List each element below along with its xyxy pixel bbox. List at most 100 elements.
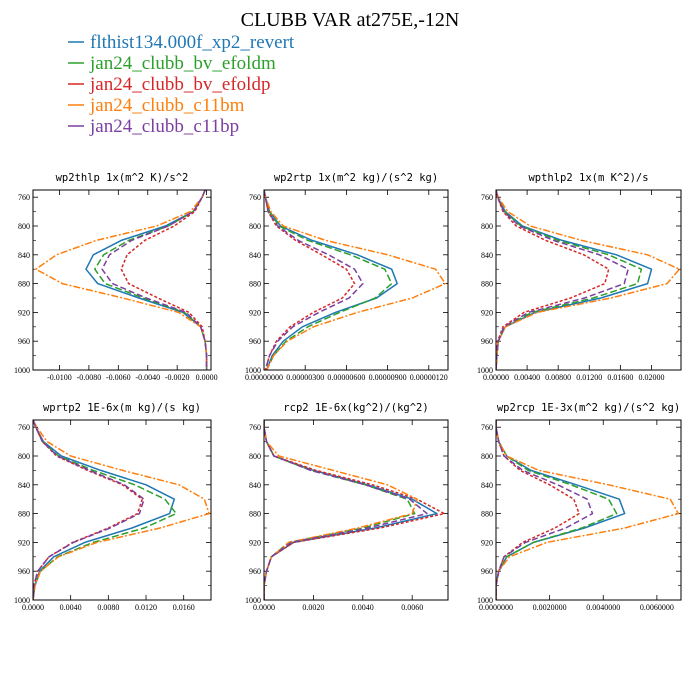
- y-tick-label: 920: [18, 538, 30, 547]
- x-tick-label: 0.0060: [401, 603, 423, 612]
- series-line-3: [33, 420, 143, 600]
- x-tick-label: 0.00400: [514, 373, 540, 382]
- subplot-title: rcp2 1E-6x(kg^2)/(kg^2): [283, 402, 428, 414]
- plot-frame: [263, 189, 449, 371]
- y-tick-label: 800: [18, 222, 30, 231]
- series-line-1: [85, 190, 208, 370]
- subplot: rcp2 1E-6x(kg^2)/(kg^2) 760 800 840 880 920 96…: [245, 402, 449, 612]
- x-tick-label: 0.00800: [545, 373, 571, 382]
- y-tick-label: 1000: [14, 596, 30, 605]
- x-tick-label: -0.0040: [135, 373, 160, 382]
- x-tick-label: 0.00000120: [410, 373, 448, 382]
- legend-label: jan24_clubb_c11bm: [89, 95, 245, 116]
- subplot-title: wprtp2 1E-6x(m kg)/(s kg): [43, 402, 201, 414]
- x-tick-label: 0.02000: [638, 373, 664, 382]
- y-tick-label: 880: [249, 510, 261, 519]
- y-tick-label: 920: [481, 538, 493, 547]
- y-tick-label: 840: [249, 251, 261, 260]
- series-line-1: [264, 420, 438, 600]
- y-tick-label: 800: [481, 222, 493, 231]
- series-line-5: [101, 190, 208, 370]
- series-line-3: [496, 420, 580, 600]
- y-tick-label: 920: [249, 538, 261, 547]
- series-line-5: [496, 190, 629, 370]
- x-tick-label: 0.0040: [60, 603, 82, 612]
- legend-item: jan24_clubb_bv_efoldp: [68, 74, 270, 95]
- y-tick-label: 800: [18, 452, 30, 461]
- y-tick-label: 920: [481, 308, 493, 317]
- series-line-2: [264, 420, 416, 600]
- subplot-title: wp2thlp 1x(m^2 K)/s^2: [56, 172, 189, 184]
- subplot: wprtp2 1E-6x(m kg)/(s kg) 760 800 840 880 920…: [14, 402, 212, 612]
- series-line-4: [496, 190, 681, 370]
- panels: wp2thlp 1x(m^2 K)/s^2 760 800 840 880 920 960 1…: [14, 172, 682, 612]
- x-tick-label: 0.0060000: [640, 603, 674, 612]
- plot-frame: [495, 419, 682, 601]
- series-line-2: [264, 190, 393, 370]
- y-tick-label: 960: [18, 567, 30, 576]
- series-line-4: [496, 420, 680, 600]
- series-line-1: [496, 420, 626, 600]
- y-tick-label: 960: [18, 337, 30, 346]
- y-tick-label: 760: [249, 423, 261, 432]
- y-tick-label: 880: [18, 510, 30, 519]
- y-tick-label: 760: [481, 423, 493, 432]
- y-tick-label: 760: [18, 193, 30, 202]
- series-line-3: [120, 190, 208, 370]
- subplot-title: wp2rtp 1x(m^2 kg)/(s^2 kg): [274, 172, 438, 184]
- x-tick-label: 0.0120: [135, 603, 157, 612]
- plot-frame: [495, 189, 682, 371]
- series-line-4: [264, 420, 418, 600]
- series-line-5: [264, 190, 364, 370]
- legend-item: jan24_clubb_bv_efoldm: [68, 53, 276, 74]
- x-tick-label: -0.0100: [47, 373, 72, 382]
- y-tick-label: 960: [249, 567, 261, 576]
- legend-label: jan24_clubb_bv_efoldm: [89, 53, 276, 74]
- series-line-2: [496, 420, 618, 600]
- x-tick-label: 0.00000900: [369, 373, 407, 382]
- y-tick-label: 880: [249, 280, 261, 289]
- y-tick-label: 760: [18, 423, 30, 432]
- x-tick-label: 0.0020000: [533, 603, 567, 612]
- x-tick-label: 0.0000: [253, 603, 275, 612]
- legend-label: jan24_clubb_bv_efoldp: [89, 74, 270, 95]
- x-tick-label: 0.0020: [302, 603, 324, 612]
- y-tick-label: 840: [481, 481, 493, 490]
- y-tick-label: 800: [249, 452, 261, 461]
- series-line-3: [264, 190, 356, 370]
- series-line-2: [496, 190, 643, 370]
- x-tick-label: -0.0060: [106, 373, 131, 382]
- x-tick-label: 0.01600: [607, 373, 633, 382]
- series-line-3: [496, 190, 610, 370]
- series-line-3: [264, 420, 446, 600]
- x-tick-label: 0.0160: [173, 603, 195, 612]
- y-tick-label: 1000: [245, 596, 261, 605]
- series-group: [264, 190, 447, 370]
- plot-frame: [263, 419, 449, 601]
- subplot-title: wpthlp2 1x(m K^2)/s: [528, 172, 648, 184]
- x-tick-label: -0.0080: [77, 373, 102, 382]
- series-line-2: [94, 190, 208, 370]
- plot-frame: [32, 419, 212, 601]
- y-tick-label: 1000: [14, 366, 30, 375]
- subplot: wp2rtp 1x(m^2 kg)/(s^2 kg) 760 800 840 880 92…: [245, 172, 449, 382]
- figure-title: CLUBB VAR at275E,-12N: [241, 9, 460, 31]
- subplot: wp2rcp 1E-3x(m^2 kg)/(s^2 kg) 760 800 840 88…: [477, 402, 682, 612]
- y-tick-label: 840: [18, 251, 30, 260]
- y-tick-label: 920: [18, 308, 30, 317]
- y-tick-label: 880: [481, 510, 493, 519]
- y-tick-label: 880: [18, 280, 30, 289]
- x-tick-label: 0.01200: [576, 373, 602, 382]
- y-tick-label: 960: [481, 567, 493, 576]
- subplot: wpthlp2 1x(m K^2)/s 760 800 840 880 920 960 100…: [477, 172, 682, 382]
- series-line-5: [496, 420, 594, 600]
- series-group: [496, 190, 681, 370]
- y-tick-label: 840: [481, 251, 493, 260]
- y-tick-label: 800: [249, 222, 261, 231]
- legend-label: flthist134.000f_xp2_revert: [90, 32, 295, 53]
- series-line-1: [496, 190, 653, 370]
- series-group: [35, 190, 208, 370]
- y-tick-label: 880: [481, 280, 493, 289]
- legend: flthist134.000f_xp2_revertjan24_clubb_bv…: [68, 32, 295, 137]
